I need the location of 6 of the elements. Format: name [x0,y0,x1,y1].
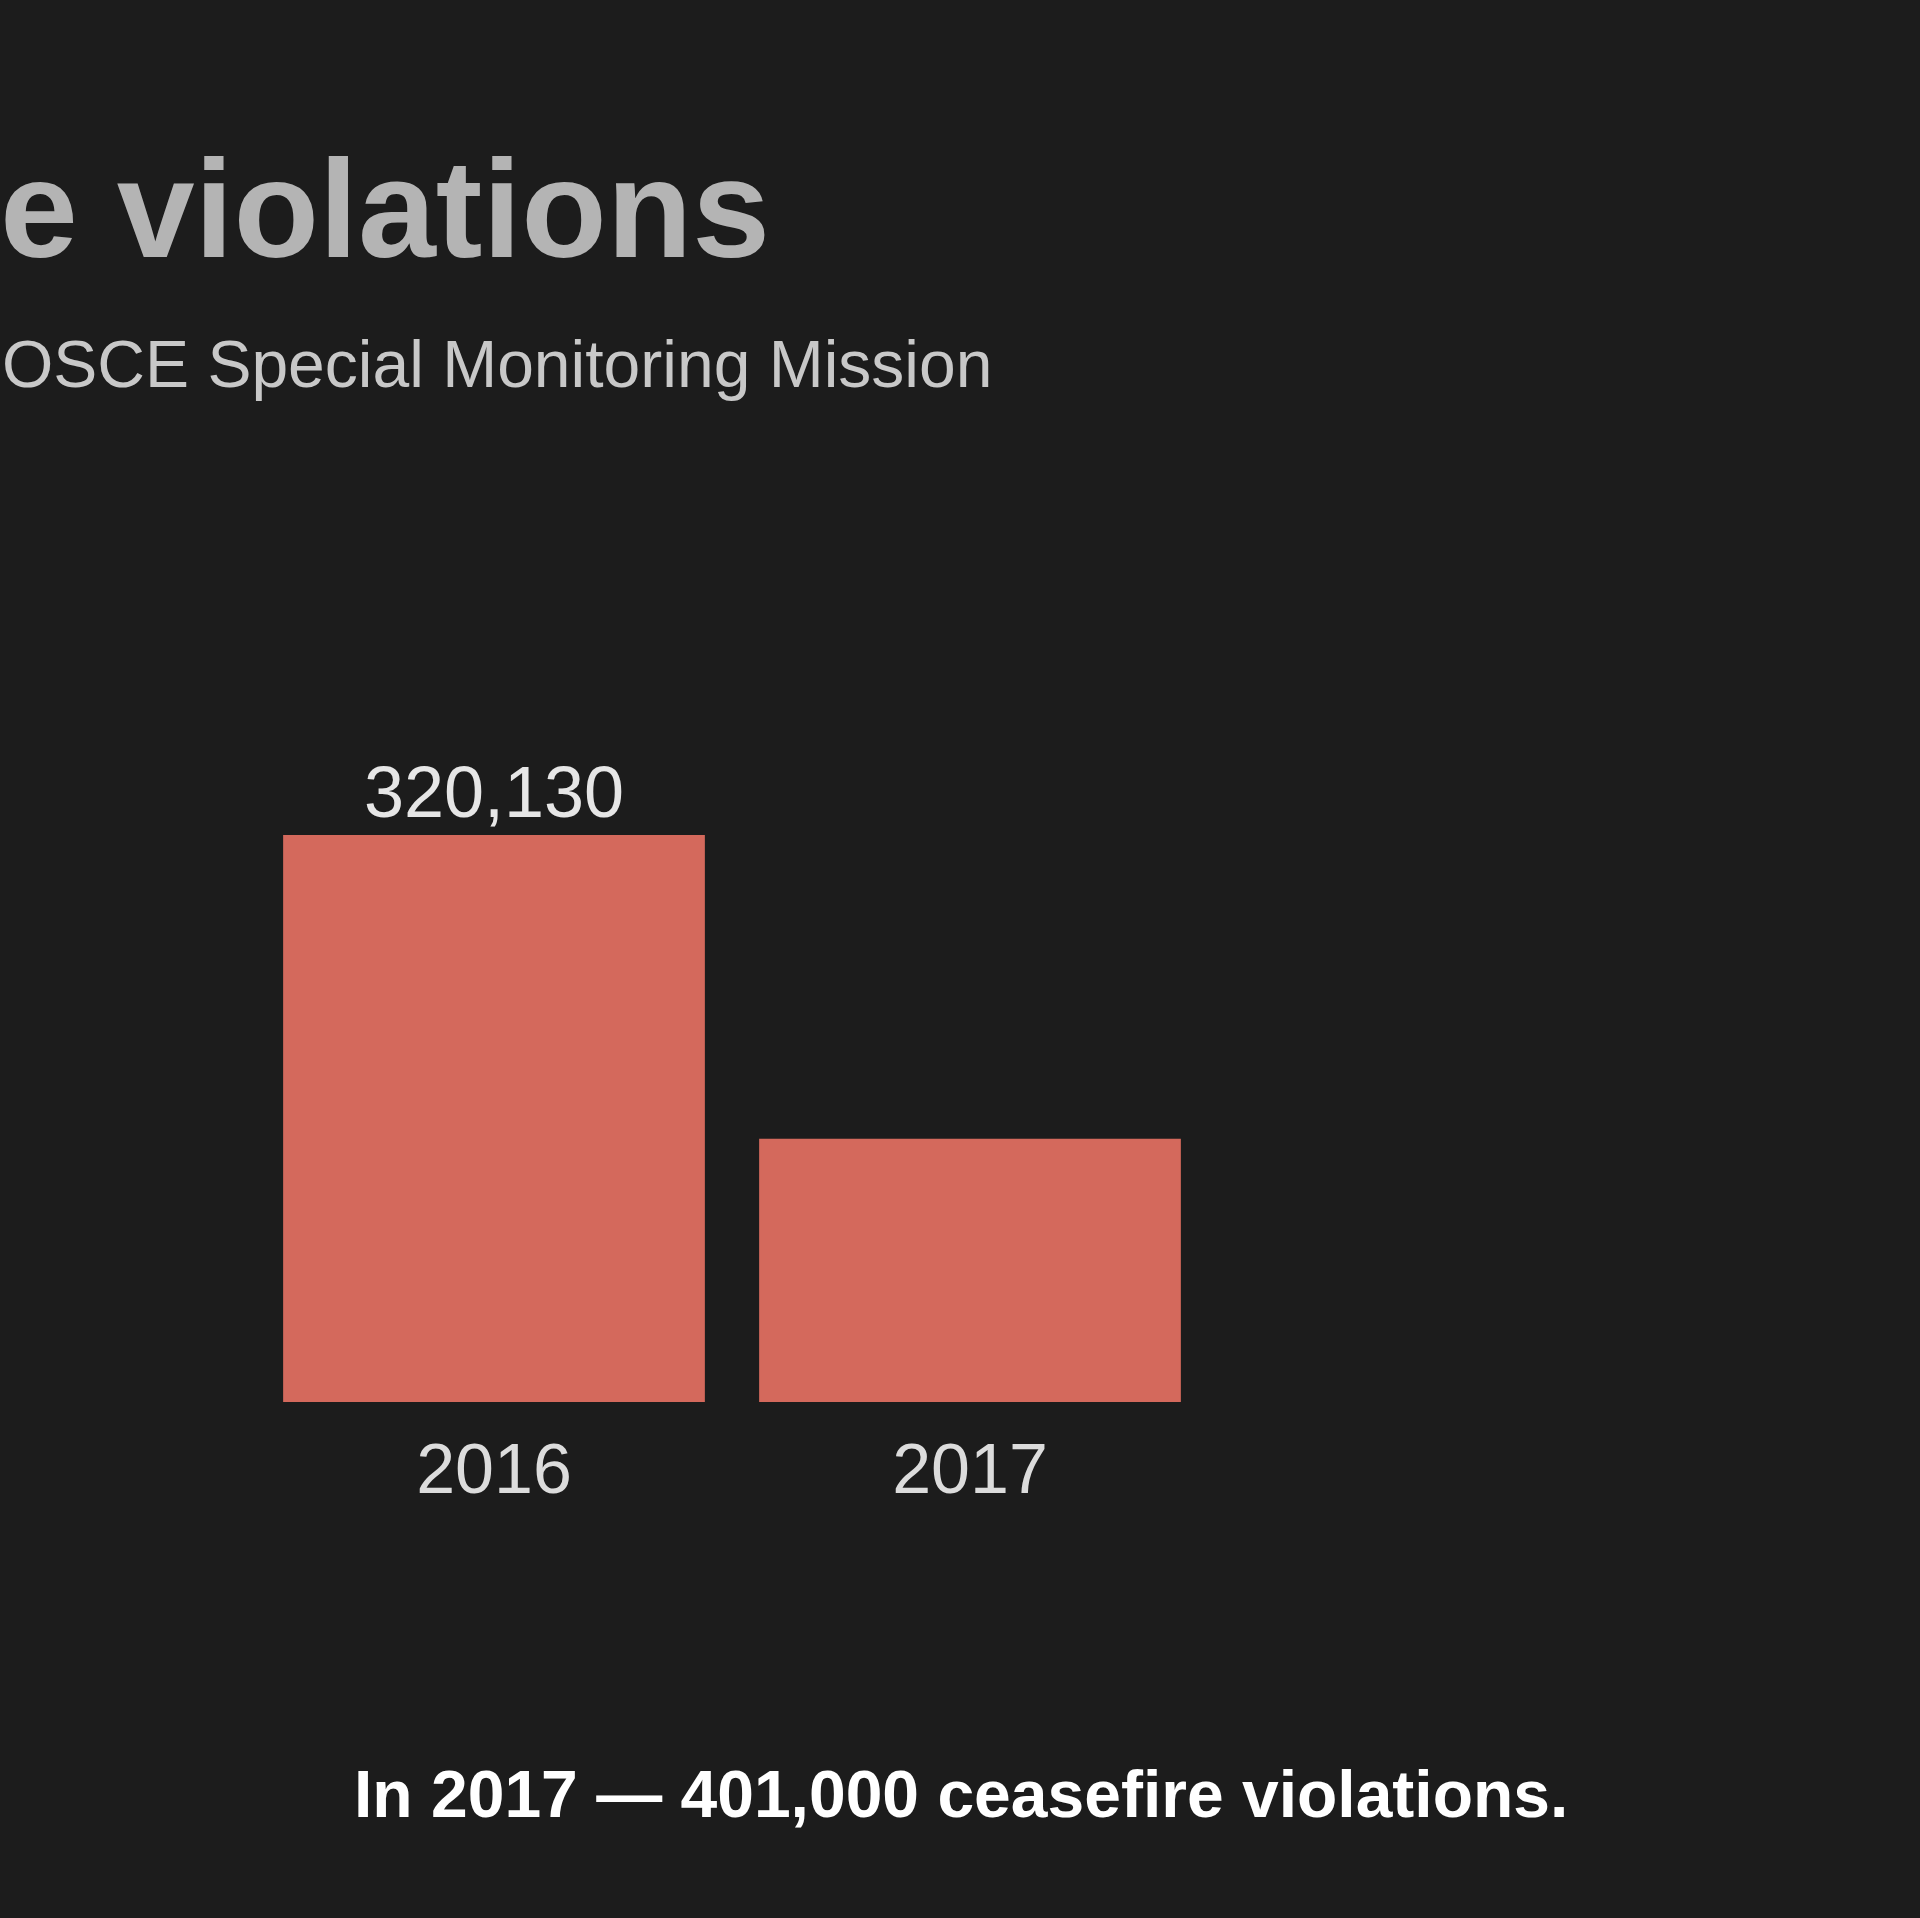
x-tick-label: 2017 [892,1430,1048,1508]
chart-subtitle: OSCE Special Monitoring Mission [2,327,993,401]
data-label: 320,130 [363,752,625,832]
text: In 2017 — 401,000 ceasefire violations. [354,1757,1569,1831]
x-tick-label: 2016 [416,1430,572,1508]
chart-title: e violations [0,130,771,287]
